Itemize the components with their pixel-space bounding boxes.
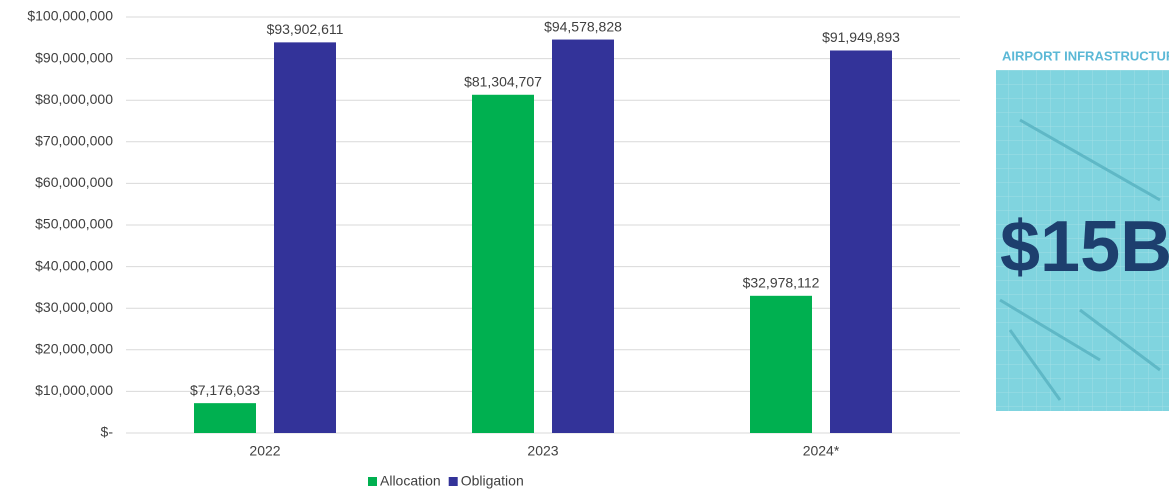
side-panel: AIRPORT INFRASTRUCTURE $15B xyxy=(996,42,1169,411)
y-tick-label: $10,000,000 xyxy=(35,382,113,398)
x-tick-label: 2023 xyxy=(527,443,558,459)
value-label: $94,578,828 xyxy=(544,18,622,34)
bar xyxy=(194,403,256,433)
value-label: $7,176,033 xyxy=(190,382,260,398)
value-label: $93,902,611 xyxy=(267,21,344,37)
y-tick-label: $20,000,000 xyxy=(35,341,113,357)
legend-swatch xyxy=(368,477,377,486)
legend-label: Obligation xyxy=(461,473,524,489)
y-tick-label: $50,000,000 xyxy=(35,216,113,232)
x-tick-label: 2022 xyxy=(249,443,280,459)
legend-label: Allocation xyxy=(380,473,441,489)
panel-amount: $15B xyxy=(1000,207,1169,287)
value-label: $32,978,112 xyxy=(743,275,820,291)
bar xyxy=(830,50,892,434)
x-tick-label: 2024* xyxy=(803,443,840,459)
bar xyxy=(274,42,336,433)
value-label: $91,949,893 xyxy=(822,29,900,45)
y-tick-label: $30,000,000 xyxy=(35,299,113,315)
bar xyxy=(750,295,812,433)
value-label: $81,304,707 xyxy=(464,73,542,89)
y-tick-label: $90,000,000 xyxy=(35,49,113,65)
y-tick-label: $40,000,000 xyxy=(35,257,113,273)
legend-swatch xyxy=(448,477,458,486)
y-tick-label: $- xyxy=(101,424,114,440)
panel-lines xyxy=(999,118,1161,401)
bar xyxy=(472,94,534,434)
bar xyxy=(552,39,614,434)
y-tick-label: $80,000,000 xyxy=(35,91,113,107)
y-tick-label: $60,000,000 xyxy=(35,174,113,190)
y-tick-label: $70,000,000 xyxy=(35,133,113,149)
y-tick-label: $100,000,000 xyxy=(27,8,113,24)
panel-heading: AIRPORT INFRASTRUCTURE xyxy=(1002,48,1169,63)
